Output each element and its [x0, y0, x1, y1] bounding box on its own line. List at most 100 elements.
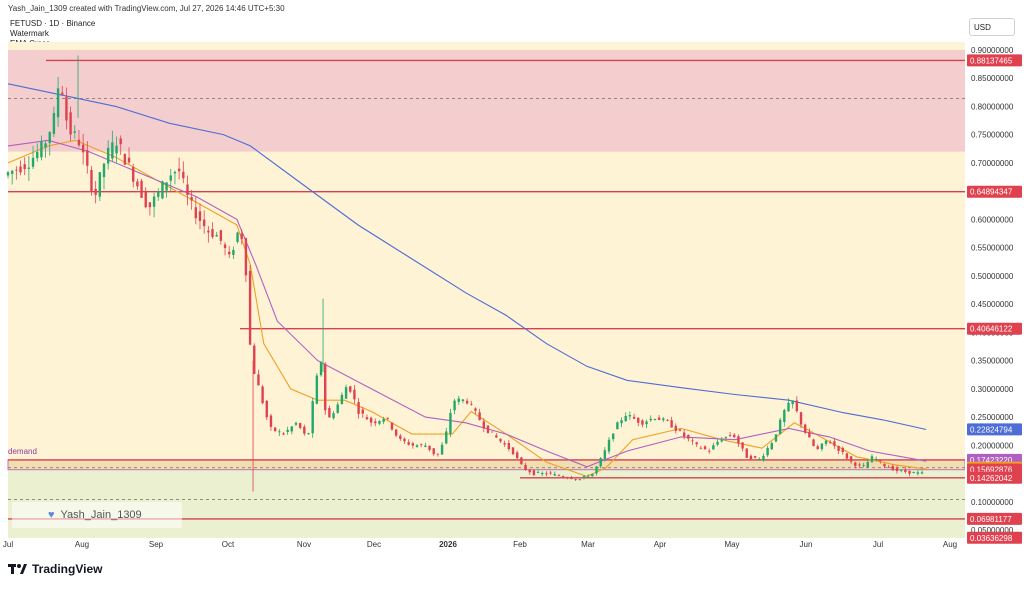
x-tick-label: Jun — [800, 540, 813, 549]
candle-body — [887, 466, 890, 468]
candle-body — [511, 447, 515, 455]
candle-body — [503, 443, 506, 445]
candle-body — [866, 462, 869, 468]
candle-body — [61, 92, 64, 95]
candle-body — [766, 447, 769, 456]
candle-body — [845, 453, 849, 459]
candle-body — [561, 476, 565, 478]
candle-body — [549, 472, 552, 474]
candle-body — [582, 476, 586, 479]
candle-body — [369, 417, 373, 423]
candle-body — [173, 171, 177, 174]
candle-body — [315, 375, 319, 404]
candle-body — [445, 431, 448, 444]
currency-button[interactable]: USD — [969, 18, 1015, 36]
candle-body — [86, 150, 89, 166]
candle-body — [52, 113, 56, 134]
candle-body — [841, 447, 844, 453]
candle-body — [478, 412, 481, 421]
candle-body — [474, 408, 477, 411]
candle-body — [394, 429, 398, 436]
candle-body — [56, 88, 60, 118]
candle-body — [507, 443, 511, 449]
candle-body — [687, 434, 690, 439]
candle-body — [386, 417, 390, 419]
candle-body — [883, 463, 886, 467]
candle-body — [190, 197, 193, 201]
candle-body — [908, 470, 911, 474]
candle-body — [253, 345, 256, 374]
candle-body — [27, 167, 31, 169]
candle-body — [36, 151, 39, 159]
chart-created-caption: Yash_Jain_1309 created with TradingView.… — [8, 4, 285, 13]
candle-body — [837, 446, 840, 451]
price-tag-label: 0.15692876 — [970, 466, 1013, 475]
candle-body — [399, 435, 402, 439]
candle-body — [240, 233, 243, 240]
y-tick-label: 0.50000000 — [971, 272, 1014, 281]
candle-body — [724, 436, 728, 438]
candle-body — [332, 413, 335, 419]
candle-body — [824, 440, 828, 444]
candle-body — [232, 249, 235, 255]
candle-body — [691, 440, 694, 442]
candle-body — [515, 452, 519, 459]
candle-body — [787, 402, 790, 412]
indicator-watermark[interactable]: Watermark — [10, 29, 49, 38]
candle-body — [486, 425, 490, 433]
x-tick-label: Sep — [149, 540, 164, 549]
demand-zone-label: demand — [8, 447, 37, 456]
x-tick-label: Jul — [3, 540, 13, 549]
candle-body — [645, 421, 648, 425]
tradingview-brand[interactable]: TradingView — [8, 562, 102, 576]
candle-body — [186, 184, 189, 196]
candle-body — [741, 442, 744, 449]
price-tag-label: 0.14262042 — [970, 474, 1013, 483]
candle-body — [620, 420, 623, 424]
candle-body — [6, 172, 10, 176]
candle-body — [202, 219, 206, 227]
candle-body — [599, 458, 602, 467]
x-tick-label: Aug — [75, 540, 89, 549]
candle-body — [165, 182, 168, 191]
candle-body — [453, 400, 456, 411]
candle-body — [115, 145, 118, 154]
candle-body — [632, 416, 636, 419]
candle-body — [98, 172, 102, 197]
candle-body — [269, 415, 273, 427]
candle-body — [194, 207, 198, 219]
candle-body — [499, 438, 502, 442]
candle-body — [94, 188, 97, 195]
candle-body — [294, 422, 298, 425]
candle-body — [336, 404, 339, 413]
candle-body — [603, 450, 607, 460]
x-tick-label: Jul — [873, 540, 883, 549]
candle-body — [749, 455, 753, 460]
candle-body — [520, 457, 523, 465]
candle-body — [144, 191, 147, 208]
candle-body — [365, 417, 369, 420]
candle-body — [891, 465, 895, 471]
zone-supply — [8, 49, 965, 152]
zone-demand — [8, 459, 965, 470]
symbol-line[interactable]: FETUSD · 1D · Binance — [10, 19, 96, 28]
candle-body — [303, 426, 306, 434]
candle-body — [803, 424, 807, 433]
candle-body — [73, 131, 76, 133]
candle-body — [177, 168, 181, 172]
candle-body — [198, 211, 202, 221]
y-tick-label: 0.20000000 — [971, 441, 1014, 450]
tradingview-logo-icon — [8, 564, 27, 574]
candle-body — [265, 400, 268, 418]
candle-body — [553, 474, 556, 476]
candle-body — [545, 473, 548, 475]
candle-body — [290, 426, 294, 432]
y-tick-label: 0.10000000 — [971, 498, 1014, 507]
candle-body — [223, 244, 227, 249]
candle-body — [745, 448, 748, 458]
candle-body — [874, 458, 878, 460]
y-tick-label: 0.60000000 — [971, 215, 1014, 224]
candle-body — [912, 471, 915, 474]
candle-body — [273, 427, 277, 432]
